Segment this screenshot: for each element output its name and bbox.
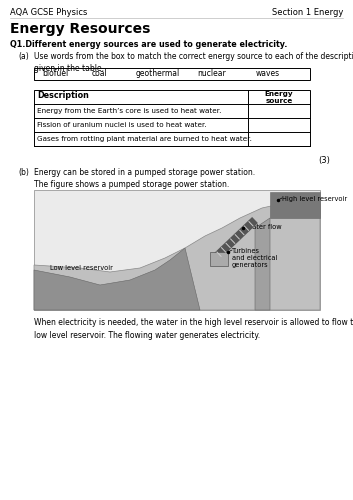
Bar — [34, 68, 310, 80]
Text: Energy can be stored in a pumped storage power station.: Energy can be stored in a pumped storage… — [34, 168, 255, 177]
Text: Turbines
and electrical
generators: Turbines and electrical generators — [232, 248, 277, 268]
Bar — [34, 90, 310, 146]
Text: AQA GCSE Physics: AQA GCSE Physics — [10, 8, 88, 17]
Bar — [34, 190, 320, 310]
Bar — [270, 192, 320, 218]
Text: When electricity is needed, the water in the high level reservoir is allowed to : When electricity is needed, the water in… — [34, 318, 353, 340]
Text: waves: waves — [256, 70, 280, 78]
Text: Water flow: Water flow — [246, 224, 282, 230]
Text: Fission of uranium nuclei is used to heat water.: Fission of uranium nuclei is used to hea… — [37, 122, 207, 128]
Text: geothermal: geothermal — [136, 70, 180, 78]
Text: nuclear: nuclear — [198, 70, 226, 78]
Text: Energy
source: Energy source — [265, 91, 293, 104]
Text: (a): (a) — [18, 52, 29, 61]
Polygon shape — [255, 218, 270, 310]
Text: Use words from the box to match the correct energy source to each of the descrip: Use words from the box to match the corr… — [34, 52, 353, 73]
Text: coal: coal — [92, 70, 108, 78]
Text: Description: Description — [37, 91, 89, 100]
Text: biofuel: biofuel — [42, 70, 68, 78]
Text: Energy from the Earth’s core is used to heat water.: Energy from the Earth’s core is used to … — [37, 108, 221, 114]
Polygon shape — [34, 204, 320, 310]
Bar — [210, 252, 228, 266]
Text: Low level reservoir: Low level reservoir — [50, 265, 113, 271]
Text: (b): (b) — [18, 168, 29, 177]
Polygon shape — [34, 248, 200, 310]
Text: Q1.Different energy sources are used to generate electricity.: Q1.Different energy sources are used to … — [10, 40, 287, 49]
Text: (3): (3) — [318, 156, 330, 165]
Text: Energy Resources: Energy Resources — [10, 22, 150, 36]
Text: Gases from rotting plant material are burned to heat water.: Gases from rotting plant material are bu… — [37, 136, 252, 142]
Text: High level reservoir: High level reservoir — [282, 196, 347, 202]
Text: Section 1 Energy: Section 1 Energy — [271, 8, 343, 17]
Text: The figure shows a pumped storage power station.: The figure shows a pumped storage power … — [34, 180, 229, 189]
